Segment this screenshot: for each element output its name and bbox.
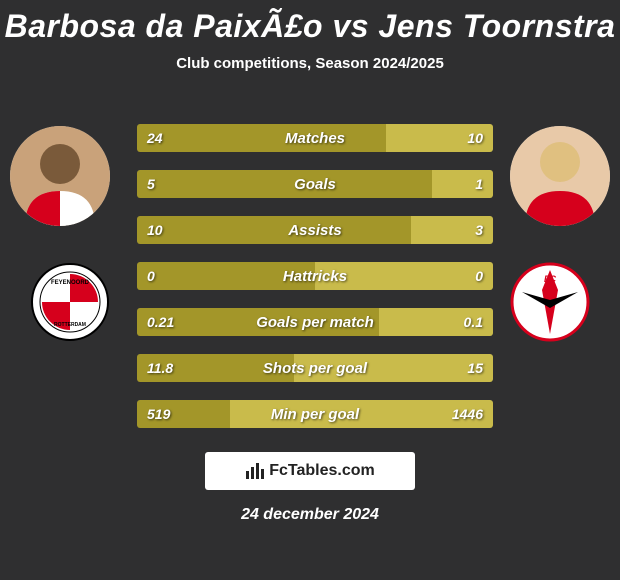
page-title: Barbosa da PaixÃ£o vs Jens Toornstra [0,0,620,45]
stat-row: 00Hattricks [137,262,493,290]
svg-text:ROTTERDAM: ROTTERDAM [54,322,86,328]
player-left-club-badge: FEYENOORD ROTTERDAM [30,262,110,342]
stat-row: 103Assists [137,216,493,244]
player-left-avatar [10,126,110,226]
stat-bar-right [432,170,493,198]
fctables-logo: FcTables.com [205,452,415,490]
stat-bar-right [294,354,493,382]
stat-bar-left [137,262,315,290]
stat-bar-right [386,124,493,152]
club-badge-icon: FEYENOORD ROTTERDAM [30,262,110,342]
stat-bar-left [137,170,432,198]
subtitle: Club competitions, Season 2024/2025 [0,55,620,72]
avatar-placeholder-icon [510,126,610,226]
stats-comparison-chart: 2410Matches 51Goals 103Assists 00Hattricks 0… [137,124,493,446]
player-right-club-badge: FC [510,262,590,342]
fctables-label: FcTables.com [269,462,375,480]
stat-row: 11.815Shots per goal [137,354,493,382]
stat-bar-right [230,400,493,428]
svg-text:FEYENOORD: FEYENOORD [51,280,90,286]
bar-chart-icon [245,461,265,481]
stat-bar-left [137,216,411,244]
stat-bar-left [137,124,386,152]
stat-bar-left [137,400,230,428]
club-badge-icon: FC [510,262,590,342]
stat-bar-right [379,308,493,336]
stat-bar-right [315,262,493,290]
date-label: 24 december 2024 [0,506,620,524]
stat-row: 2410Matches [137,124,493,152]
stat-row: 5191446Min per goal [137,400,493,428]
svg-text:FC: FC [544,274,556,284]
stat-row: 51Goals [137,170,493,198]
stat-bar-left [137,354,294,382]
stat-bar-right [411,216,493,244]
player-right-avatar [510,126,610,226]
stat-bar-left [137,308,379,336]
stat-row: 0.210.1Goals per match [137,308,493,336]
avatar-placeholder-icon [10,126,110,226]
